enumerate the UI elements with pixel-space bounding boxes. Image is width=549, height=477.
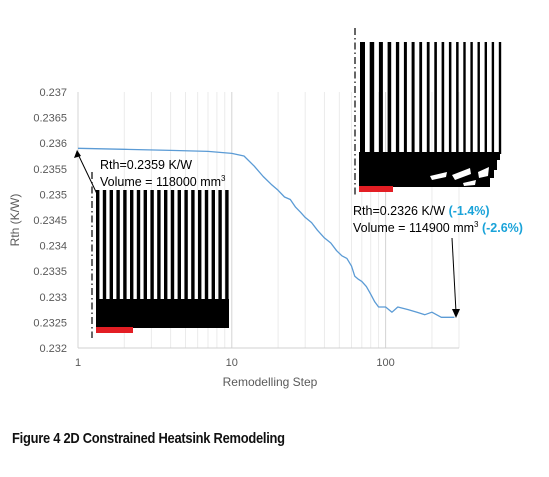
x-tick-label: 1 — [75, 357, 81, 369]
start-volume-unit-exponent: 3 — [221, 174, 226, 183]
heatsink-fin — [191, 190, 195, 300]
figure-caption: Figure 4 2D Constrained Heatsink Remodel… — [12, 430, 285, 447]
end-volume-unit-exponent: 3 — [474, 220, 479, 229]
heat-source — [359, 186, 393, 192]
heatsink-fin — [369, 42, 375, 154]
heatsink-fin — [484, 42, 487, 154]
heatsink-fin — [102, 190, 107, 300]
y-tick-label: 0.236 — [39, 138, 67, 150]
heatsink-fin — [198, 190, 202, 300]
heatsink-fin — [387, 42, 392, 154]
heatsink-fin — [419, 42, 423, 154]
heatsink-fin — [184, 190, 188, 300]
heat-source — [96, 327, 133, 333]
heatsink-fin — [426, 42, 430, 154]
heatsink-base — [359, 152, 500, 187]
end-rth-label: Rth=0.2326 K/W (-1.4%) — [353, 204, 490, 218]
heatsink-fin — [477, 42, 480, 154]
x-axis-label: Remodelling Step — [223, 375, 318, 389]
start-rth-label: Rth=0.2359 K/W — [100, 158, 192, 172]
heatsink-fin — [116, 190, 120, 300]
y-tick-label: 0.2365 — [33, 113, 67, 125]
heatsink-base — [96, 299, 229, 328]
heatsink-fin — [96, 190, 100, 300]
heatsink-fin — [157, 190, 161, 300]
heatsink-fin — [123, 190, 127, 300]
heatsink-fin — [463, 42, 466, 154]
y-tick-label: 0.2335 — [33, 266, 67, 278]
end-volume-label: Volume = 114900 mm3 (-2.6%) — [353, 220, 523, 235]
heatsink-fin — [136, 190, 141, 300]
y-tick-label: 0.233 — [39, 292, 67, 304]
start-volume-label: Volume = 118000 mm3 — [100, 174, 226, 189]
end-leader-arrow — [451, 237, 460, 318]
y-tick-label: 0.2325 — [33, 317, 67, 329]
heatsink-fin — [448, 42, 452, 154]
x-tick-label: 100 — [376, 357, 394, 369]
heatsink-fin — [441, 42, 445, 154]
heatsink-fin — [177, 190, 181, 300]
heatsink-fin — [470, 42, 473, 154]
y-tick-label: 0.232 — [39, 343, 67, 355]
end-volume-change: (-2.6%) — [482, 221, 523, 235]
heatsink-fin — [109, 190, 113, 300]
heatsink-fin — [434, 42, 437, 154]
x-tick-labels: 1 10 100 — [75, 357, 395, 369]
gridlines — [77, 92, 460, 348]
y-tick-label: 0.2355 — [33, 164, 67, 176]
rth-series-line — [77, 147, 455, 318]
heatsink-fin — [395, 42, 400, 154]
y-tick-labels: 0.232 0.2325 0.233 0.2335 0.234 0.2345 0.235 0.… — [33, 87, 67, 355]
start-leader-arrow — [74, 150, 99, 197]
heatsink-fin — [130, 190, 134, 300]
heatsink-fin — [403, 42, 407, 154]
heatsink-fin — [491, 42, 495, 154]
heatsink-fin — [378, 42, 383, 154]
x-tick-label: 10 — [226, 357, 238, 369]
y-tick-label: 0.234 — [39, 241, 67, 253]
heatsink-fin — [143, 190, 147, 300]
heatsink-fin — [164, 190, 168, 300]
heatsink-fin — [225, 190, 229, 300]
y-axis-label: Rth (K/W) — [8, 194, 22, 247]
heatsink-fin — [150, 190, 154, 300]
y-tick-label: 0.237 — [39, 87, 67, 99]
heatsink-fin — [411, 42, 415, 154]
heatsink-fin — [360, 42, 365, 154]
heatsink-fin — [170, 190, 175, 300]
y-tick-label: 0.235 — [39, 189, 67, 201]
heatsink-fin — [498, 42, 502, 154]
heatsink-fin — [456, 42, 459, 154]
heatsink-fin — [218, 190, 222, 300]
base-cavities — [430, 167, 489, 186]
end-rth-change: (-1.4%) — [449, 204, 490, 218]
initial-heatsink-illustration — [91, 172, 229, 338]
heatsink-fin — [211, 190, 215, 300]
y-tick-label: 0.2345 — [33, 215, 67, 227]
remodeled-heatsink-illustration — [354, 28, 502, 196]
heatsink-fin — [204, 190, 209, 300]
